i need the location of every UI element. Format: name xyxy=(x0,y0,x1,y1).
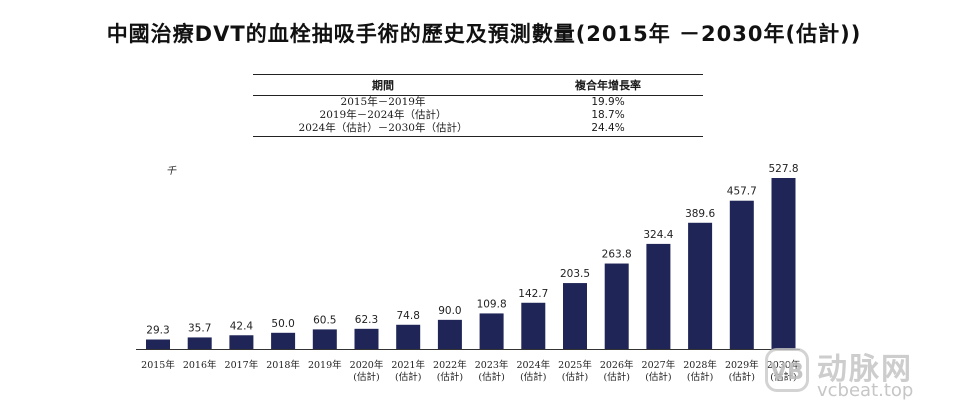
data-label: 324.4 xyxy=(643,229,673,241)
watermark: VB 动脉网 vcbeat.top xyxy=(765,344,965,404)
x-tick-label: 2026年 xyxy=(600,359,634,371)
bar xyxy=(396,324,421,349)
cagr-row: 2024年（估計）－2030年（估計） 24.4% xyxy=(253,122,703,137)
bar xyxy=(688,222,713,349)
x-tick-label: (估計) xyxy=(395,371,421,383)
bar xyxy=(771,178,796,349)
data-label: 90.0 xyxy=(438,305,461,317)
data-label: 42.4 xyxy=(230,320,254,332)
bar xyxy=(229,335,254,349)
x-tick-label: 2025年 xyxy=(558,359,592,371)
bar xyxy=(437,319,462,349)
x-tick-label: 2023年 xyxy=(475,359,509,371)
cagr-rate: 19.9% xyxy=(591,96,625,108)
x-tick-label: 2022年 xyxy=(433,359,467,371)
x-tick-label: (估計) xyxy=(687,371,713,383)
x-tick-label: 2029年 xyxy=(725,359,759,371)
x-tick-label: 2020年 xyxy=(350,359,384,371)
x-tick-label: (估計) xyxy=(645,371,671,383)
data-label: 527.8 xyxy=(768,163,798,175)
bar xyxy=(187,337,212,349)
bar xyxy=(354,328,379,349)
x-tick-label: 2028年 xyxy=(683,359,717,371)
watermark-url: vcbeat.top xyxy=(817,380,914,401)
bar xyxy=(604,263,629,349)
watermark-logo-icon: VB xyxy=(765,348,809,392)
x-tick-label: (估計) xyxy=(353,371,379,383)
data-label: 142.7 xyxy=(518,288,548,300)
cagr-rate: 24.4% xyxy=(513,122,703,137)
cagr-period: 2015年－2019年 xyxy=(340,96,426,108)
cagr-rate: 18.7% xyxy=(591,109,625,121)
data-label: 203.5 xyxy=(560,268,590,280)
x-tick-label: 2030年 xyxy=(767,359,801,371)
unit-label: 千 xyxy=(166,166,176,177)
data-label: 60.5 xyxy=(313,314,336,326)
cagr-period: 2019年－2024年（估計） xyxy=(319,109,447,121)
data-label: 109.8 xyxy=(477,298,507,310)
cagr-header-period: 期間 xyxy=(253,74,513,96)
x-tick-label: (估計) xyxy=(562,371,588,383)
x-tick-label: 2016年 xyxy=(183,359,217,371)
bar xyxy=(479,313,504,349)
cagr-row: 2015年－2019年 19.9% xyxy=(253,96,703,110)
bar xyxy=(563,283,587,349)
bar xyxy=(271,332,296,349)
x-tick-label: 2021年 xyxy=(391,359,425,371)
data-label: 35.7 xyxy=(188,322,211,334)
x-tick-label: (估計) xyxy=(603,371,629,383)
x-tick-label: (估計) xyxy=(520,371,546,383)
bar xyxy=(146,339,170,349)
data-label: 50.0 xyxy=(271,318,294,330)
bar xyxy=(312,329,337,349)
x-tick-label: 2015年 xyxy=(141,359,175,371)
cagr-row: 2019年－2024年（估計） 18.7% xyxy=(253,109,703,122)
cagr-period: 2024年（估計）－2030年（估計） xyxy=(253,122,513,137)
x-tick-label: (估計) xyxy=(478,371,504,383)
x-tick-label: 2018年 xyxy=(266,359,300,371)
x-tick-label: 2027年 xyxy=(642,359,676,371)
data-label: 74.8 xyxy=(397,310,420,322)
bar xyxy=(646,243,671,349)
bar xyxy=(729,200,754,349)
cagr-table: 期間 複合年增長率 2015年－2019年 19.9% 2019年－2024年（… xyxy=(253,74,703,137)
data-label: 389.6 xyxy=(685,208,715,220)
cagr-table-header: 期間 複合年增長率 xyxy=(253,74,703,96)
x-tick-label: (估計) xyxy=(729,371,755,383)
data-label: 62.3 xyxy=(355,314,378,326)
chart-title: 中國治療DVT的血栓抽吸手術的歷史及預測數量(2015年 －2030年(估計)) xyxy=(106,22,862,46)
bar xyxy=(521,302,546,349)
data-label: 29.3 xyxy=(146,325,169,337)
x-tick-label: 2019年 xyxy=(308,359,342,371)
x-tick-label: (估計) xyxy=(437,371,463,383)
x-tick-label: 2024年 xyxy=(516,359,550,371)
data-label: 263.8 xyxy=(602,249,632,261)
x-tick-label: 2017年 xyxy=(225,359,259,371)
data-label: 457.7 xyxy=(727,186,757,198)
watermark-name: 动脉网 xyxy=(817,352,913,387)
cagr-header-rate: 複合年增長率 xyxy=(513,74,703,96)
